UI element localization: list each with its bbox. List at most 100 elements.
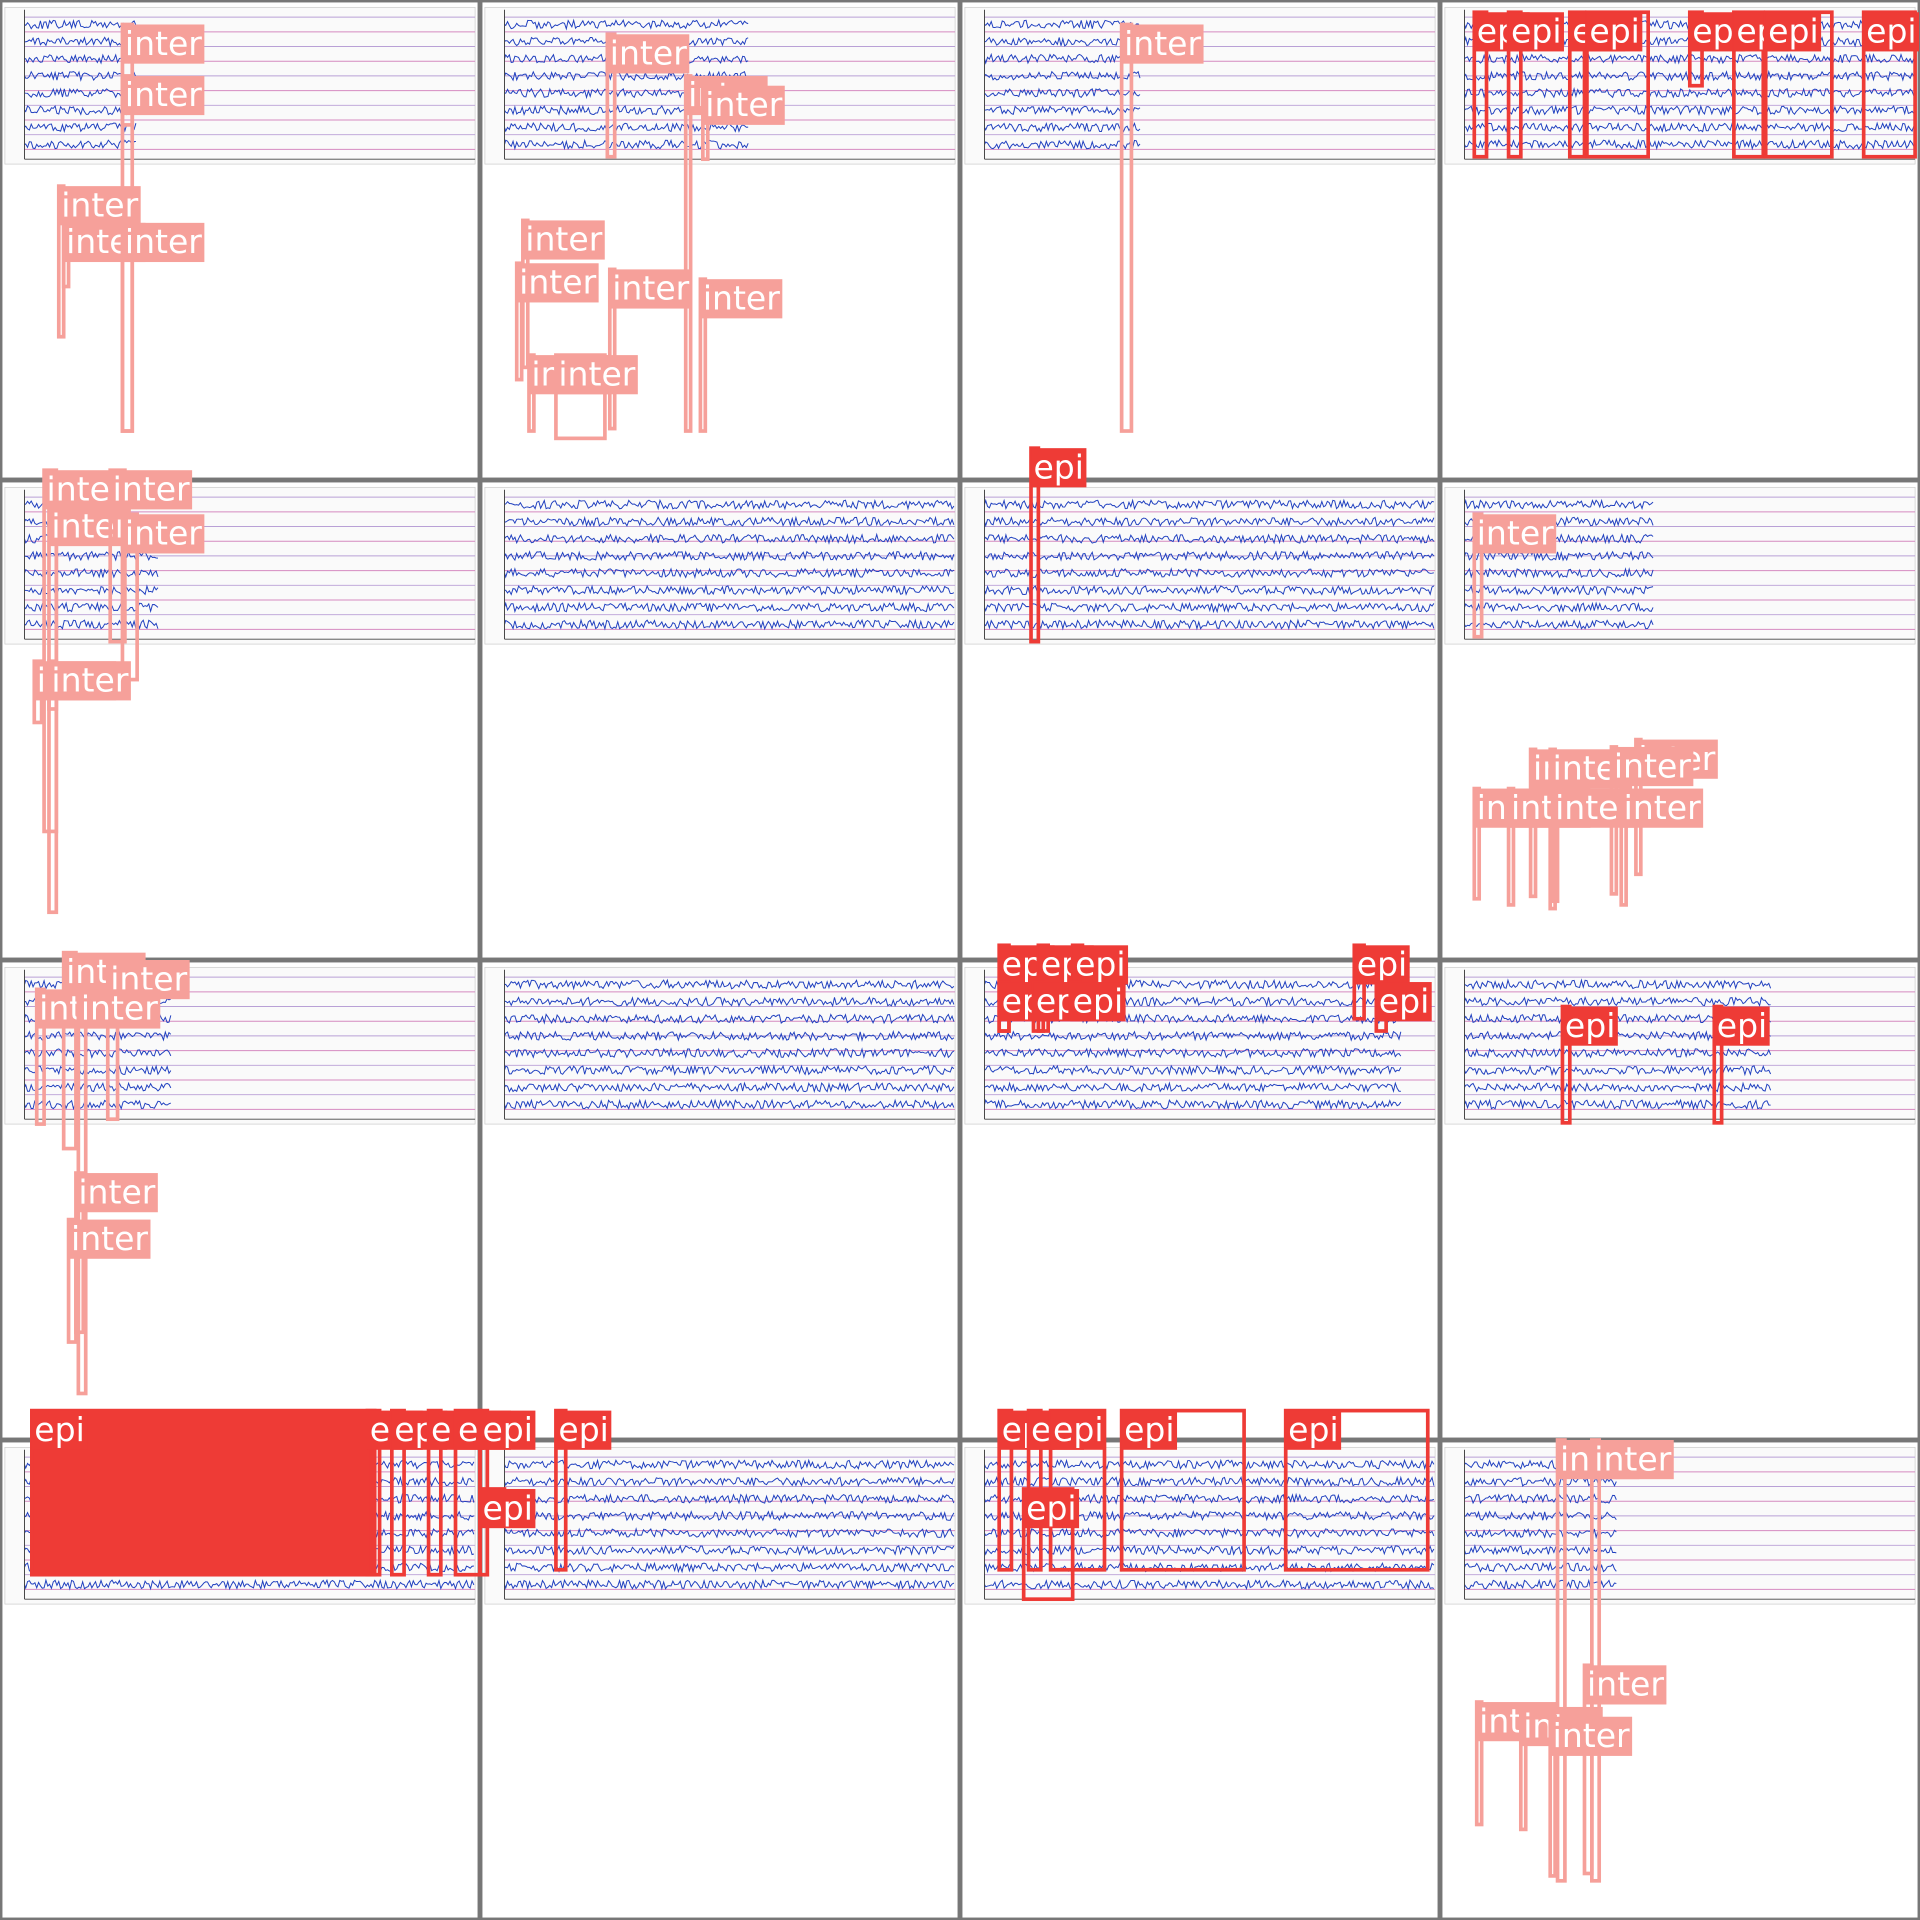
detection-label: inter [113, 470, 190, 509]
eeg-trace [24, 1064, 172, 1076]
eeg-trace [24, 1081, 172, 1093]
detection-label: inter [51, 661, 128, 700]
detection: inter [76, 987, 161, 1396]
label-background [1714, 1006, 1770, 1046]
detection-label: inter [61, 185, 138, 224]
detection: inter [1472, 512, 1557, 639]
label-background [1031, 448, 1087, 488]
detection-label: epi [1075, 945, 1126, 984]
detection: inter [605, 32, 690, 159]
screenshot-tile [0, 0, 480, 480]
label-background [702, 85, 785, 125]
label-background [700, 279, 783, 319]
detection: inter [47, 505, 131, 711]
detection-label: inter [1124, 24, 1201, 63]
eeg-trace [504, 1578, 955, 1591]
eeg-trace [1464, 138, 1915, 151]
detection-label: epi [1053, 1410, 1104, 1449]
detection: inter [120, 512, 205, 682]
eeg-trace [504, 1475, 955, 1488]
detection-label: epi [1379, 981, 1430, 1020]
screenshot-tile [480, 1440, 960, 1920]
label-background [1050, 1410, 1107, 1450]
eeg-trace [504, 498, 955, 511]
eeg-trace [24, 36, 137, 48]
detection-label: epi [1073, 981, 1124, 1020]
detection-label: inter [1587, 1665, 1664, 1704]
detection-label: epi [482, 1410, 533, 1449]
detection: inter [1582, 1663, 1667, 1876]
detection-box [29, 1408, 377, 1577]
label-background [1474, 514, 1557, 554]
detection: epi [554, 1408, 612, 1572]
eeg-trace [504, 1527, 955, 1539]
label-background [1586, 12, 1643, 52]
eeg-trace [1464, 1098, 1771, 1111]
detection-label: epi [1288, 1410, 1339, 1449]
detection: inter [1590, 1438, 1674, 1883]
eeg-trace [504, 618, 955, 631]
label-background [522, 220, 605, 260]
detection-label: inter [78, 1172, 155, 1211]
label-background [1023, 1488, 1080, 1529]
plot-panel [1444, 1446, 1916, 1605]
detection: epi [1585, 10, 1650, 159]
eeg-trace [504, 1081, 955, 1094]
detection-label: inter [51, 506, 128, 545]
detection-label: epi [558, 1410, 609, 1449]
detection: epi [478, 1487, 536, 1529]
eeg-trace [504, 996, 955, 1008]
detection: inter [554, 353, 638, 441]
eeg-trace [984, 498, 1435, 511]
label-background [122, 75, 205, 116]
eeg-trace [984, 1578, 1435, 1591]
detection-label: epi [34, 1410, 84, 1449]
detection: inter [1609, 745, 1694, 896]
detection: inter [74, 1171, 158, 1335]
detection-label: epi [1589, 12, 1640, 51]
screenshot-tile [1440, 480, 1920, 960]
eeg-trace [24, 122, 137, 134]
detection-label: inter [81, 989, 158, 1028]
eeg-trace [984, 105, 1141, 117]
detection: inter [698, 277, 783, 433]
detection: epi [1283, 1408, 1430, 1572]
eeg-trace [984, 1527, 1435, 1539]
label-background [1584, 1665, 1667, 1705]
detection-label: inter [610, 34, 687, 73]
detection-label: inter [1553, 1716, 1630, 1755]
detection: inter [514, 261, 599, 382]
eeg-trace [1464, 601, 1654, 613]
eeg-trace [504, 1013, 955, 1025]
label-background [1550, 1716, 1633, 1756]
eeg-trace [24, 53, 137, 65]
detection-label: inter [1594, 1439, 1671, 1478]
detection: epi [1506, 10, 1564, 159]
eeg-trace [984, 87, 1141, 99]
eeg-trace [504, 1047, 955, 1059]
detection: epi [1352, 943, 1410, 1021]
label-background [1121, 1410, 1178, 1450]
eeg-trace [1464, 104, 1915, 117]
screenshot-tile [0, 960, 480, 1440]
eeg-trace [984, 1047, 1402, 1059]
detection-label: inter [71, 1219, 148, 1258]
eeg-trace [504, 601, 955, 614]
screenshot-tile [0, 480, 480, 960]
screenshot-tile [960, 0, 1440, 480]
detection: inter [1619, 786, 1704, 907]
label-background [1508, 12, 1564, 52]
label-background [480, 1410, 536, 1450]
eeg-trace [24, 87, 137, 99]
detection: epi [1029, 446, 1087, 644]
label-background [1285, 1410, 1342, 1450]
detection-label: epi [1717, 1006, 1768, 1045]
label-background [110, 470, 193, 510]
eeg-trace [1464, 584, 1654, 597]
plot-panel [1444, 486, 1916, 645]
detection: inter [108, 468, 193, 644]
detection: epi [1119, 1408, 1246, 1572]
detection: epi [1021, 1487, 1080, 1602]
eeg-trace [504, 532, 955, 545]
